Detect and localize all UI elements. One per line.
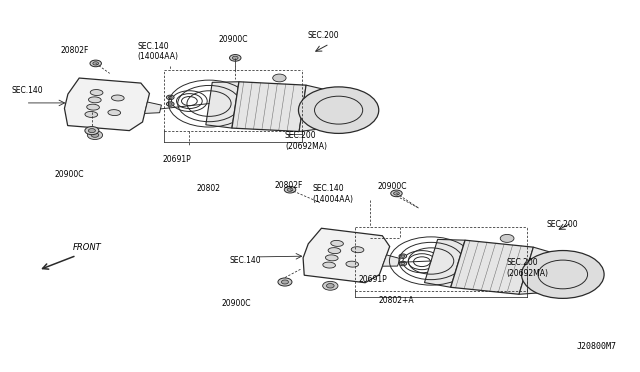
Text: 20802F: 20802F (60, 46, 88, 55)
Text: 20900C: 20900C (222, 299, 252, 308)
Circle shape (298, 87, 379, 134)
Text: 20900C: 20900C (55, 170, 84, 179)
Polygon shape (424, 240, 465, 287)
Circle shape (273, 74, 286, 82)
Text: SEC.140: SEC.140 (230, 256, 261, 266)
Circle shape (401, 255, 404, 257)
Circle shape (391, 190, 402, 197)
Ellipse shape (86, 104, 99, 110)
Polygon shape (232, 82, 306, 131)
Ellipse shape (90, 90, 103, 96)
Circle shape (278, 278, 292, 286)
Polygon shape (299, 85, 332, 131)
Text: 20900C: 20900C (218, 35, 248, 44)
Polygon shape (519, 247, 559, 294)
Circle shape (394, 192, 399, 195)
Ellipse shape (108, 110, 120, 116)
Circle shape (326, 283, 334, 288)
Polygon shape (451, 240, 533, 294)
Ellipse shape (331, 240, 344, 246)
Circle shape (91, 133, 99, 137)
Circle shape (323, 281, 338, 290)
Text: 20691P: 20691P (163, 155, 191, 164)
Circle shape (284, 186, 296, 193)
Polygon shape (145, 102, 161, 113)
Text: 20802: 20802 (196, 185, 221, 193)
Text: SEC.140
(14004AA): SEC.140 (14004AA) (312, 185, 353, 204)
Circle shape (500, 234, 514, 243)
Circle shape (85, 126, 99, 135)
Ellipse shape (323, 262, 335, 268)
Ellipse shape (326, 255, 338, 261)
Circle shape (88, 129, 95, 133)
Text: SEC.140: SEC.140 (12, 86, 44, 95)
Circle shape (90, 60, 101, 67)
Circle shape (166, 95, 174, 100)
Text: SEC.200: SEC.200 (547, 220, 579, 229)
Circle shape (522, 250, 604, 298)
Text: SEC.200
(20692MA): SEC.200 (20692MA) (285, 131, 327, 151)
Polygon shape (383, 255, 400, 266)
Text: 20900C: 20900C (378, 182, 407, 191)
Ellipse shape (85, 112, 98, 118)
Circle shape (282, 280, 289, 284)
Text: 20691P: 20691P (358, 275, 387, 283)
Text: FRONT: FRONT (73, 243, 102, 252)
Ellipse shape (88, 97, 101, 103)
Polygon shape (65, 78, 150, 131)
Text: SEC.200: SEC.200 (307, 31, 339, 40)
Circle shape (399, 261, 406, 266)
Ellipse shape (111, 95, 124, 101)
Ellipse shape (351, 247, 364, 253)
Text: J20800M7: J20800M7 (576, 342, 616, 352)
Circle shape (230, 55, 241, 61)
Circle shape (399, 254, 406, 259)
Ellipse shape (328, 248, 340, 254)
Polygon shape (303, 228, 390, 283)
Circle shape (287, 188, 293, 191)
Text: SEC.140
(14004AA): SEC.140 (14004AA) (138, 42, 179, 61)
Circle shape (87, 131, 102, 140)
Text: 20802F: 20802F (274, 182, 303, 190)
Circle shape (166, 102, 174, 106)
Circle shape (168, 96, 172, 99)
Circle shape (168, 103, 172, 105)
Text: 20802+A: 20802+A (379, 296, 414, 305)
Circle shape (401, 262, 404, 264)
Polygon shape (206, 82, 239, 128)
Circle shape (232, 56, 238, 60)
Text: SEC.200
(20692MA): SEC.200 (20692MA) (507, 258, 548, 278)
Circle shape (93, 62, 99, 65)
Ellipse shape (346, 261, 358, 267)
